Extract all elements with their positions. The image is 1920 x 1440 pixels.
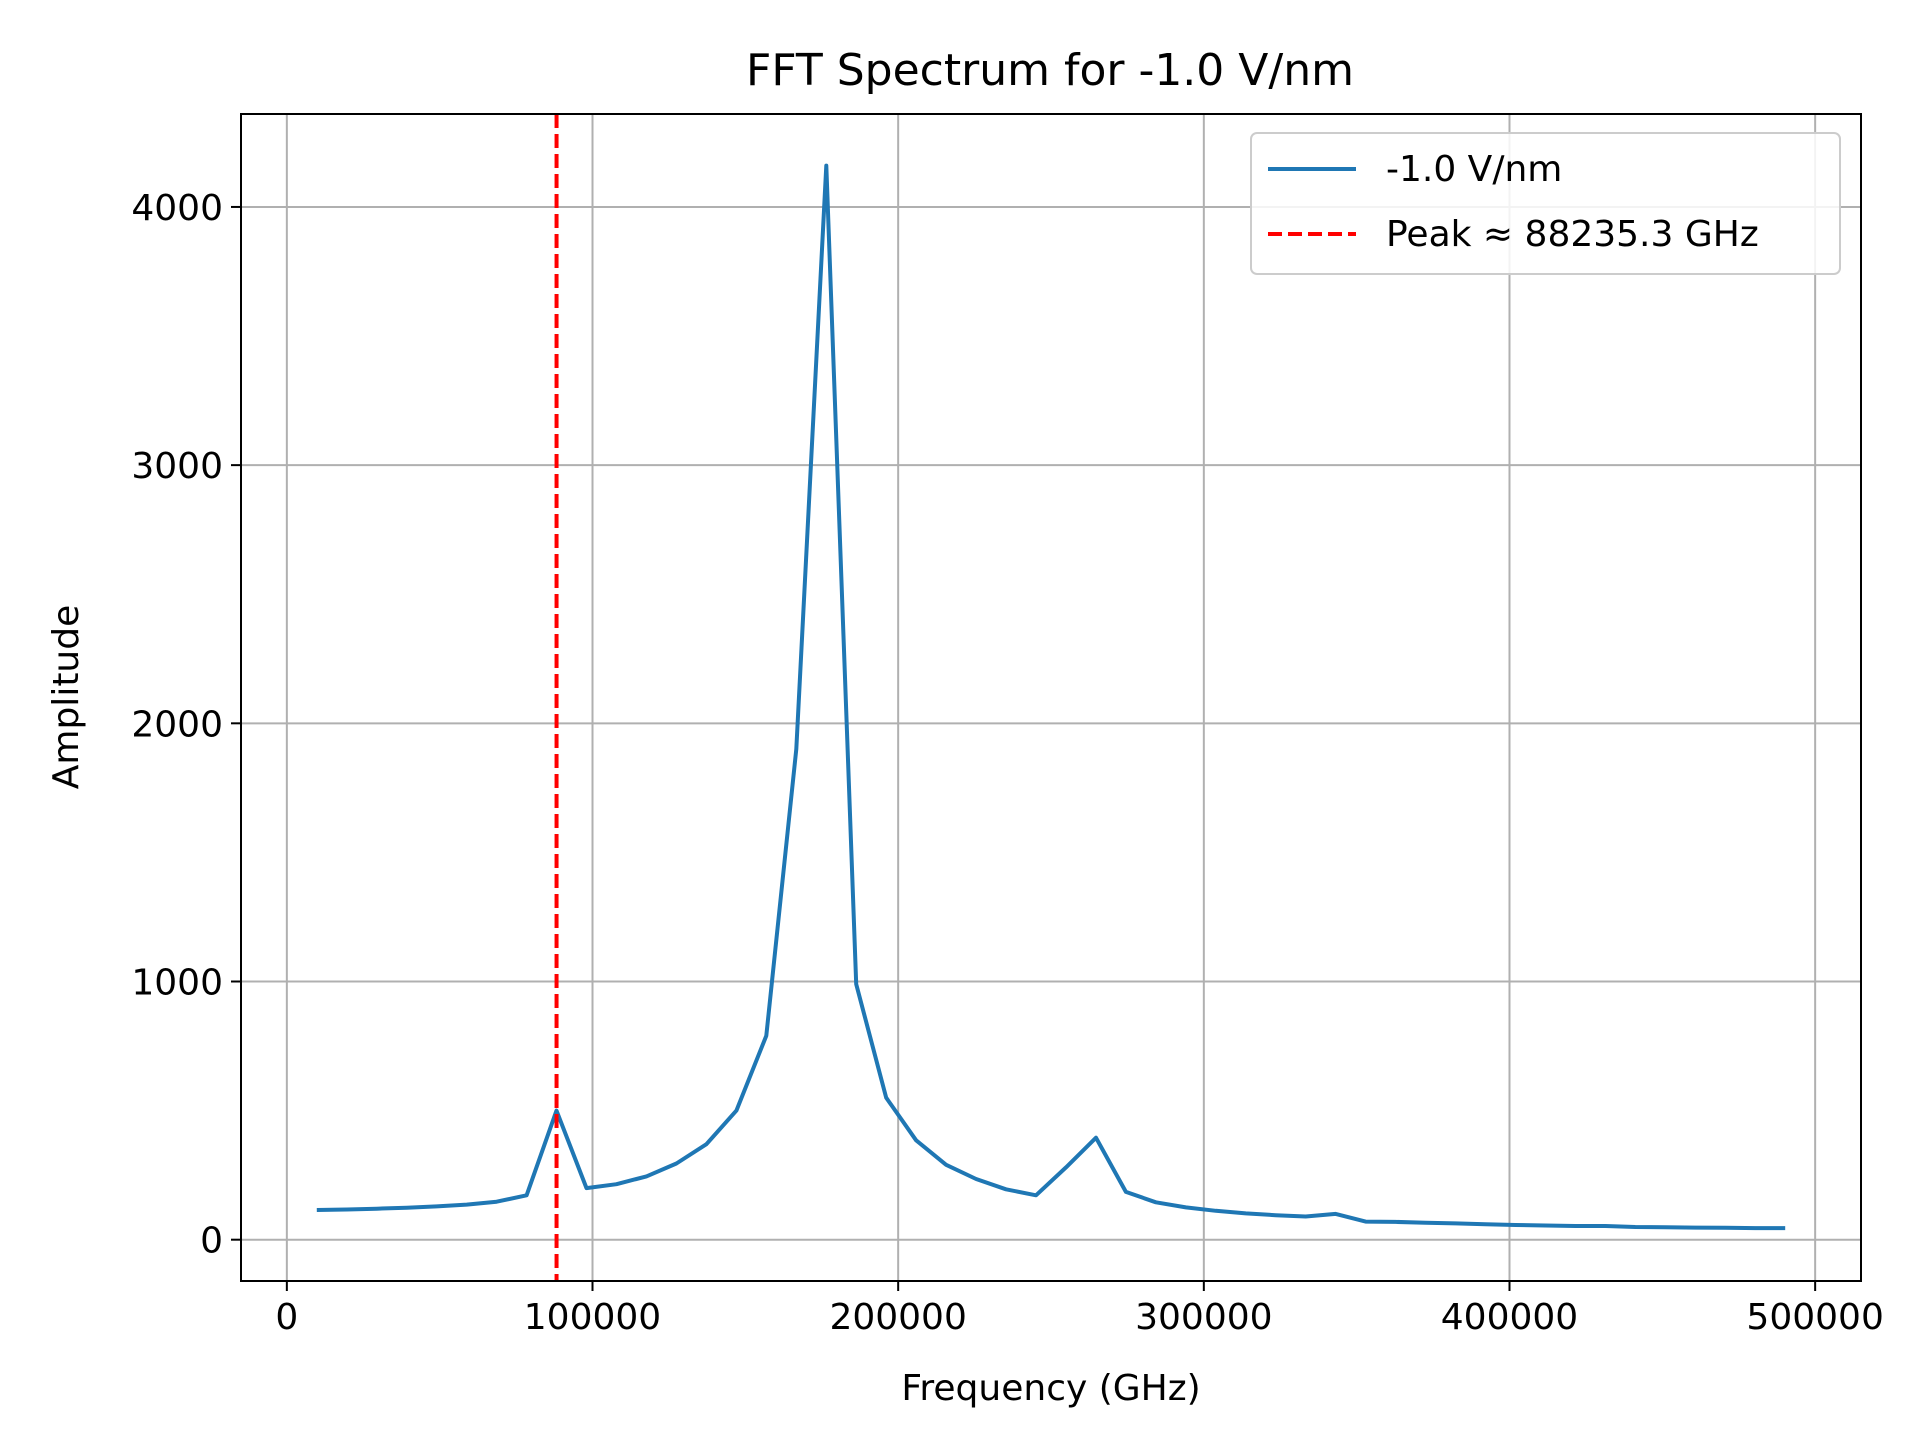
x-tick-label: 0 xyxy=(275,1297,298,1338)
x-tick-label: 500000 xyxy=(1746,1297,1883,1338)
chart-title: FFT Spectrum for -1.0 V/nm xyxy=(746,45,1354,96)
y-tick-label: 0 xyxy=(200,1221,223,1262)
y-tick-label: 4000 xyxy=(131,188,223,229)
legend-label-peak: Peak ≈ 88235.3 GHz xyxy=(1386,214,1759,255)
legend-box xyxy=(1250,132,1841,275)
plot-frame xyxy=(240,113,1862,1282)
legend-label-series: -1.0 V/nm xyxy=(1386,149,1562,190)
x-axis-title: Frequency (GHz) xyxy=(901,1368,1200,1409)
y-tick-label: 2000 xyxy=(131,704,223,745)
legend: -1.0 V/nm Peak ≈ 88235.3 GHz xyxy=(1250,132,1841,275)
x-tick-label: 400000 xyxy=(1441,1297,1578,1338)
x-tick-label: 200000 xyxy=(829,1297,966,1338)
y-axis-title: Amplitude xyxy=(46,605,87,789)
y-tick-label: 1000 xyxy=(131,963,223,1004)
x-tick-label: 300000 xyxy=(1135,1297,1272,1338)
series-line-fft-spectrum xyxy=(316,163,1786,1231)
plot-series xyxy=(316,114,1786,1281)
y-tick-label: 3000 xyxy=(131,446,223,487)
axis-ticks: 0 100000 200000 300000 400000 500000 0 1000 2000… xyxy=(131,188,1883,1338)
x-tick-label: 100000 xyxy=(524,1297,661,1338)
